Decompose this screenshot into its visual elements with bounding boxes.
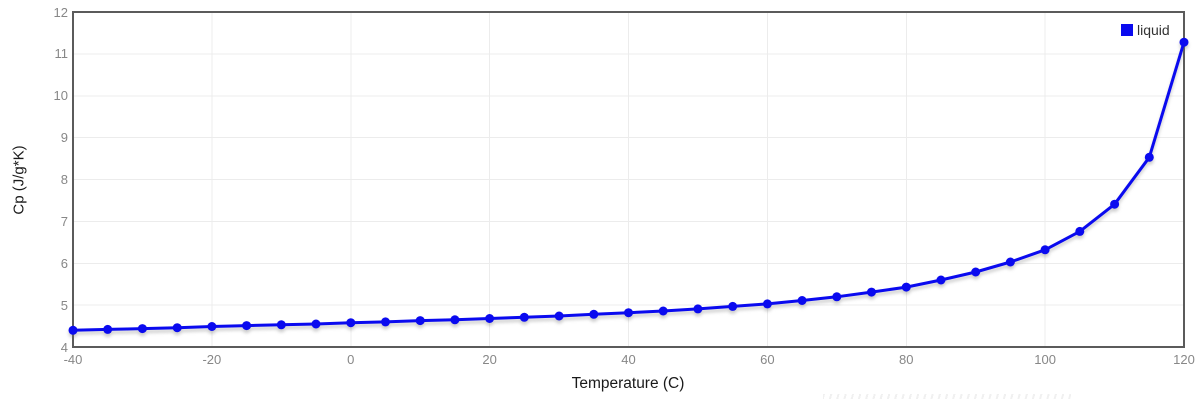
x-tick-label: 60 bbox=[760, 352, 775, 367]
data-point[interactable] bbox=[346, 318, 356, 328]
y-tick-label: 9 bbox=[60, 130, 68, 146]
y-tick-label: 7 bbox=[60, 213, 68, 229]
series-liquid bbox=[68, 37, 1189, 335]
data-point[interactable] bbox=[728, 301, 738, 311]
data-point[interactable] bbox=[1005, 257, 1015, 267]
data-point[interactable] bbox=[693, 304, 703, 314]
x-tick-label: 20 bbox=[482, 352, 497, 367]
x-axis-title: Temperature (C) bbox=[571, 375, 685, 392]
x-tick-label: -40 bbox=[63, 352, 83, 367]
x-tick-label: 80 bbox=[899, 352, 914, 367]
data-point[interactable] bbox=[450, 315, 460, 325]
data-point[interactable] bbox=[415, 316, 425, 326]
data-point[interactable] bbox=[867, 287, 876, 297]
y-tick-label: 6 bbox=[60, 255, 68, 271]
y-tick-label: 12 bbox=[53, 4, 68, 20]
x-tick-label: 120 bbox=[1173, 352, 1195, 367]
x-tick-label: 0 bbox=[347, 352, 355, 367]
legend-label: liquid bbox=[1137, 22, 1170, 38]
data-point[interactable] bbox=[762, 299, 772, 309]
data-point[interactable] bbox=[103, 324, 113, 334]
data-point[interactable] bbox=[832, 292, 842, 302]
x-tick-label: 40 bbox=[621, 352, 636, 367]
data-point[interactable] bbox=[485, 314, 495, 323]
y-tick-label: 8 bbox=[60, 172, 68, 187]
data-point[interactable] bbox=[172, 323, 182, 333]
data-point[interactable] bbox=[311, 319, 321, 329]
legend-swatch-icon bbox=[1121, 24, 1133, 36]
data-point[interactable] bbox=[1144, 152, 1154, 162]
data-point[interactable] bbox=[242, 321, 252, 331]
data-point[interactable] bbox=[936, 275, 946, 285]
data-point[interactable] bbox=[901, 282, 911, 292]
plot-frame bbox=[72, 11, 1185, 348]
watermark-remnant bbox=[823, 394, 1071, 399]
data-point[interactable] bbox=[1110, 199, 1120, 209]
data-point[interactable] bbox=[68, 325, 78, 335]
data-point[interactable] bbox=[1179, 37, 1189, 47]
y-axis-title: Cp (J/g*K) bbox=[10, 145, 28, 215]
y-tick-label: 5 bbox=[60, 297, 68, 313]
y-tick-label: 11 bbox=[54, 46, 69, 62]
data-point[interactable] bbox=[589, 309, 599, 319]
x-tick-label: -20 bbox=[202, 352, 222, 367]
data-point[interactable] bbox=[381, 317, 390, 327]
data-point[interactable] bbox=[797, 296, 807, 305]
x-tick-label: 100 bbox=[1034, 352, 1056, 367]
legend-item-liquid[interactable]: liquid bbox=[1121, 22, 1170, 38]
data-point[interactable] bbox=[137, 324, 147, 334]
data-point[interactable] bbox=[658, 306, 668, 316]
data-point[interactable] bbox=[519, 312, 529, 322]
data-point[interactable] bbox=[207, 322, 217, 331]
data-point[interactable] bbox=[554, 311, 564, 321]
data-point[interactable] bbox=[1075, 226, 1085, 236]
data-point[interactable] bbox=[971, 267, 981, 277]
data-point[interactable] bbox=[1040, 245, 1050, 255]
data-point[interactable] bbox=[624, 308, 633, 318]
data-point[interactable] bbox=[276, 320, 286, 330]
y-tick-label: 4 bbox=[60, 339, 68, 355]
y-tick-label: 10 bbox=[53, 88, 68, 104]
